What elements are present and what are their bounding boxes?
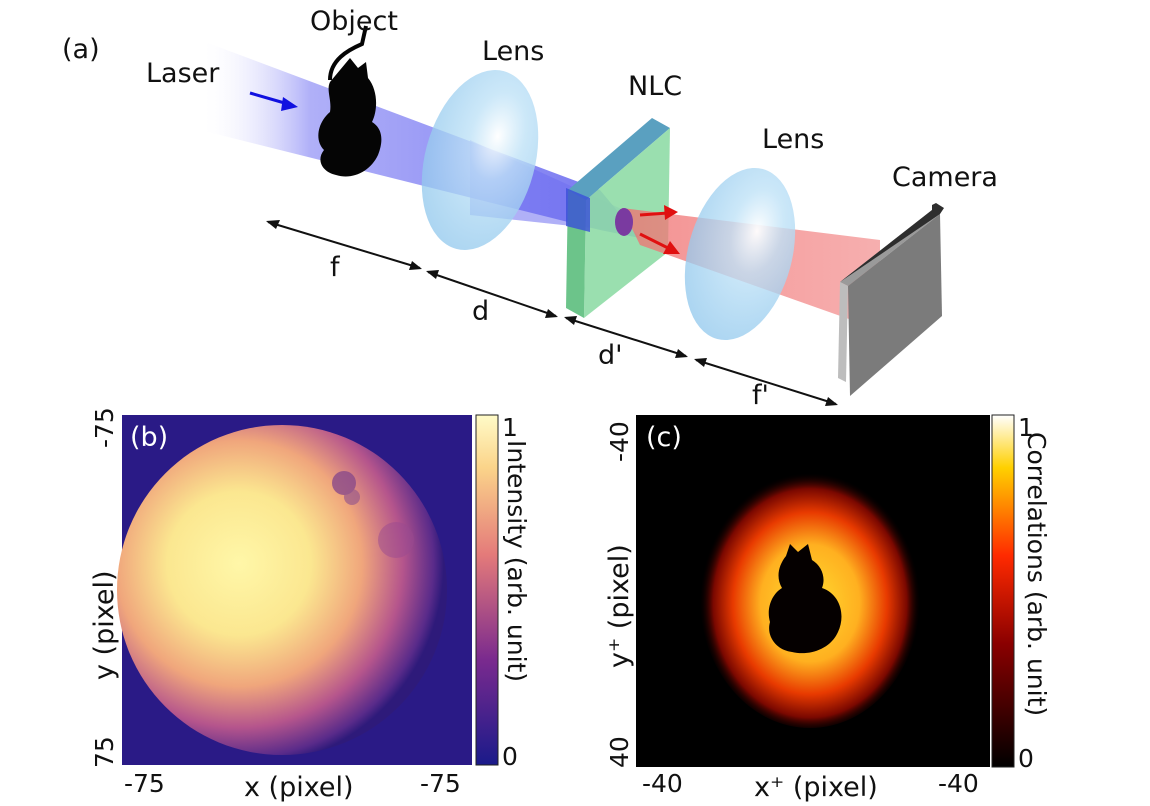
lens-1-label: Lens (482, 36, 544, 67)
b-xtick-left: -75 (124, 769, 165, 798)
cat-image-icon (768, 544, 842, 654)
speckle-1 (332, 471, 356, 495)
panel-a: (a) Object Laser Lens NLC (62, 6, 998, 411)
b-xtick-right: -75 (420, 769, 461, 798)
b-x-axis-label: x (pixel) (244, 772, 354, 803)
panel-c: (c) 1 0 Correlations (arb. unit) -40 40 … (604, 413, 1051, 803)
panel-b: (b) 1 0 Intensity (arb. unit) -75 75 y (… (89, 407, 531, 803)
speckle-3 (378, 522, 414, 558)
distance-dprime-label: d' (598, 340, 623, 371)
cat-object-icon (318, 25, 382, 177)
c-colorbar-label: Correlations (arb. unit) (1022, 432, 1051, 716)
lens-1 (421, 70, 539, 250)
c-x-axis-label: x⁺ (pixel) (754, 772, 878, 803)
c-ytick-bottom: 40 (605, 736, 634, 768)
nlc-label: NLC (628, 71, 682, 102)
correlation-colorbar (991, 414, 1015, 768)
intensity-colorbar (475, 414, 499, 766)
b-ytick-top: -75 (90, 407, 119, 448)
distance-d-label: d (472, 296, 489, 327)
object-label: Object (310, 6, 398, 37)
c-xtick-right: -40 (938, 769, 979, 798)
c-xtick-left: -40 (642, 769, 683, 798)
panel-b-label: (b) (130, 422, 168, 453)
panel-a-label: (a) (62, 34, 100, 65)
c-cbar-tick-min: 0 (1018, 744, 1034, 773)
lens-2-label: Lens (762, 124, 824, 155)
b-colorbar-label: Intensity (arb. unit) (502, 440, 531, 682)
lens-2 (684, 167, 796, 341)
camera-label: Camera (892, 162, 998, 193)
camera-icon (838, 203, 944, 396)
c-ytick-top: -40 (605, 421, 634, 462)
b-ytick-bottom: 75 (90, 736, 119, 768)
focus-spot (615, 208, 633, 236)
distance-arrowheads (266, 220, 838, 406)
distance-arrows (267, 221, 837, 405)
b-cbar-tick-max: 1 (502, 413, 518, 442)
c-cbar-tick-max: 1 (1018, 413, 1034, 442)
laser-arrow (249, 91, 289, 106)
b-y-axis-label: y (pixel) (89, 570, 120, 680)
distance-fprime-label: f' (752, 380, 769, 411)
panel-c-label: (c) (646, 422, 682, 453)
b-cbar-tick-min: 0 (502, 742, 518, 771)
distance-f-label: f (330, 252, 341, 283)
c-y-axis-label: y⁺ (pixel) (604, 544, 635, 668)
speckle-2 (344, 489, 360, 505)
laser-label: Laser (146, 58, 220, 89)
laser-arrowhead (281, 97, 298, 111)
red-arrows (639, 205, 680, 254)
intensity-beam-spot (117, 425, 447, 755)
